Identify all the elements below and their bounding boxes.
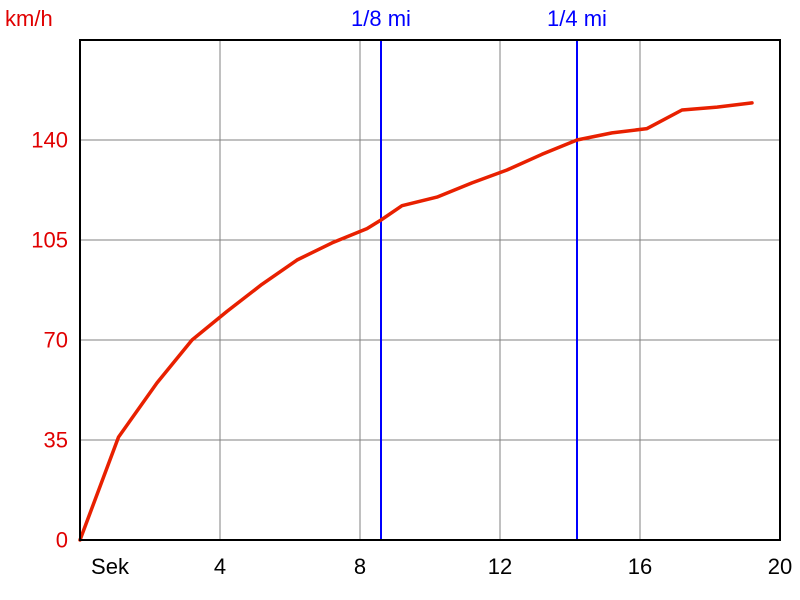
x-axis-ticks: 4 8 12 16 20: [214, 554, 792, 579]
distance-marker-label: 1/8 mi: [351, 6, 411, 31]
y-tick-label: 140: [31, 128, 68, 153]
x-tick-label: 12: [488, 554, 512, 579]
series: [80, 103, 752, 540]
x-tick-label: 4: [214, 554, 226, 579]
y-tick-label: 0: [56, 528, 68, 553]
speed-series-line: [80, 103, 752, 540]
x-tick-label: 8: [354, 554, 366, 579]
y-tick-label: 105: [31, 228, 68, 253]
y-axis-ticks: 0 35 70 105 140: [31, 128, 68, 553]
x-tick-label: 20: [768, 554, 792, 579]
x-axis-label: Sek: [91, 554, 130, 579]
distance-marker-label: 1/4 mi: [547, 6, 607, 31]
x-tick-label: 16: [628, 554, 652, 579]
y-axis-label: km/h: [5, 6, 53, 31]
y-tick-label: 70: [44, 328, 68, 353]
distance-markers: 1/8 mi 1/4 mi: [351, 6, 607, 540]
y-tick-label: 35: [44, 428, 68, 453]
